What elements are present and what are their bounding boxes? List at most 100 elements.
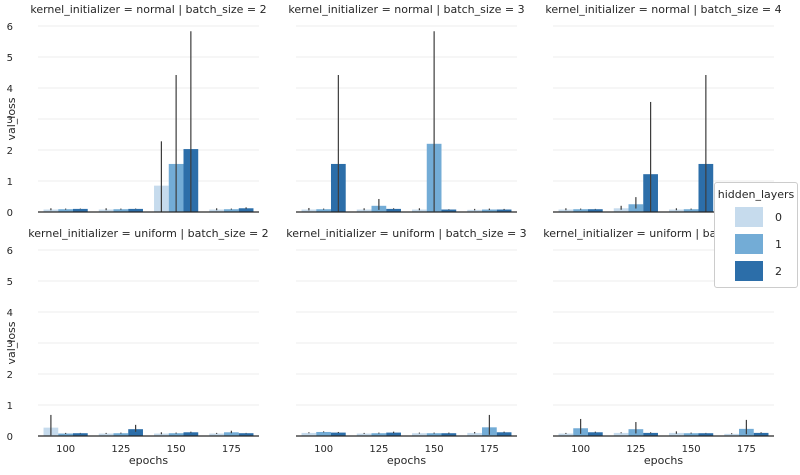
y-tick-label: 4 bbox=[7, 308, 13, 319]
bar bbox=[98, 433, 114, 436]
x-axis-label: epochs bbox=[387, 454, 426, 467]
facet-panel-3: kernel_initializer = uniform | batch_siz… bbox=[5, 227, 269, 467]
legend-swatch-0 bbox=[735, 207, 763, 227]
bar bbox=[496, 432, 512, 436]
facet-panel-2: kernel_initializer = normal | batch_size… bbox=[545, 3, 782, 213]
bar bbox=[356, 433, 372, 436]
y-tick-label: 1 bbox=[7, 401, 13, 412]
bar bbox=[573, 209, 588, 212]
bar bbox=[482, 209, 497, 212]
bar bbox=[441, 209, 457, 212]
bar bbox=[72, 208, 88, 212]
bar bbox=[426, 433, 442, 436]
bar bbox=[301, 209, 317, 212]
x-tick-label: 150 bbox=[167, 444, 186, 455]
bar bbox=[587, 432, 603, 436]
x-tick-label: 150 bbox=[425, 444, 444, 455]
legend-title: hidden_layers bbox=[717, 188, 795, 201]
bar bbox=[183, 432, 199, 436]
y-tick-label: 2 bbox=[7, 370, 13, 381]
bar bbox=[224, 209, 239, 212]
bar bbox=[330, 432, 346, 436]
x-tick-label: 100 bbox=[56, 444, 75, 455]
y-tick-label: 3 bbox=[7, 339, 13, 350]
x-axis-label: epochs bbox=[644, 454, 683, 467]
x-tick-label: 100 bbox=[571, 444, 590, 455]
bar bbox=[386, 208, 401, 212]
y-tick-label: 4 bbox=[7, 84, 13, 95]
facet-title: kernel_initializer = normal | batch_size… bbox=[545, 3, 781, 16]
x-tick-label: 175 bbox=[737, 444, 756, 455]
facet-panel-0: kernel_initializer = normal | batch_size… bbox=[5, 3, 267, 219]
bar bbox=[669, 209, 684, 212]
bar bbox=[643, 432, 658, 436]
bar bbox=[316, 431, 331, 436]
y-tick-label: 5 bbox=[7, 277, 13, 288]
bar bbox=[683, 433, 699, 436]
bar bbox=[467, 209, 483, 212]
facet-panel-1: kernel_initializer = normal | batch_size… bbox=[288, 3, 525, 213]
y-axis-label: val_loss bbox=[5, 321, 18, 364]
legend-item-0: 0 bbox=[721, 207, 795, 229]
bar bbox=[238, 208, 254, 212]
facet-title: kernel_initializer = uniform | batch_siz… bbox=[28, 227, 268, 240]
facet-title: kernel_initializer = normal | batch_size… bbox=[288, 3, 524, 16]
x-tick-label: 125 bbox=[626, 444, 645, 455]
legend-swatch-1 bbox=[735, 234, 763, 254]
bar bbox=[58, 433, 73, 436]
bar bbox=[467, 432, 483, 436]
legend-label-1: 1 bbox=[775, 238, 782, 251]
y-tick-label: 6 bbox=[7, 22, 13, 33]
y-tick-label: 2 bbox=[7, 146, 13, 157]
x-tick-label: 100 bbox=[314, 444, 333, 455]
legend-label-2: 2 bbox=[775, 265, 782, 278]
x-tick-label: 150 bbox=[682, 444, 701, 455]
bar bbox=[558, 433, 574, 436]
bar bbox=[209, 209, 225, 212]
bar bbox=[128, 429, 143, 436]
x-axis-label: epochs bbox=[129, 454, 168, 467]
bar bbox=[316, 209, 331, 212]
x-tick-label: 175 bbox=[480, 444, 499, 455]
bar bbox=[753, 432, 769, 436]
x-tick-label: 125 bbox=[111, 444, 130, 455]
bar bbox=[669, 432, 684, 436]
bar bbox=[113, 209, 129, 212]
bar bbox=[412, 433, 427, 436]
y-tick-label: 3 bbox=[7, 115, 13, 126]
bar bbox=[683, 209, 699, 212]
legend-item-1: 1 bbox=[721, 234, 795, 256]
y-tick-label: 0 bbox=[7, 208, 13, 219]
bar bbox=[587, 209, 603, 212]
bar bbox=[613, 208, 629, 212]
bar bbox=[301, 432, 317, 436]
bar bbox=[154, 433, 169, 436]
legend: hidden_layers 0 1 2 bbox=[714, 182, 798, 288]
legend-label-0: 0 bbox=[775, 211, 782, 224]
bar bbox=[356, 209, 372, 212]
bar bbox=[386, 432, 401, 436]
bar bbox=[58, 209, 73, 212]
legend-item-2: 2 bbox=[721, 261, 795, 283]
bar bbox=[724, 433, 740, 436]
bar bbox=[209, 433, 225, 436]
bar bbox=[371, 433, 387, 436]
bar bbox=[698, 433, 714, 436]
bar bbox=[412, 209, 427, 212]
facet-title: kernel_initializer = uniform | batch_siz… bbox=[286, 227, 526, 240]
y-tick-label: 1 bbox=[7, 177, 13, 188]
bar bbox=[238, 433, 254, 436]
bar bbox=[224, 432, 239, 436]
bar bbox=[168, 433, 184, 436]
bar bbox=[558, 209, 574, 212]
bar bbox=[98, 209, 114, 212]
facet-title: kernel_initializer = normal | batch_size… bbox=[30, 3, 266, 16]
facet-panel-4: kernel_initializer = uniform | batch_siz… bbox=[286, 227, 526, 467]
bar bbox=[613, 432, 629, 436]
bar bbox=[441, 433, 457, 436]
y-tick-label: 6 bbox=[7, 246, 13, 257]
bar bbox=[72, 433, 88, 436]
bar bbox=[128, 208, 143, 212]
